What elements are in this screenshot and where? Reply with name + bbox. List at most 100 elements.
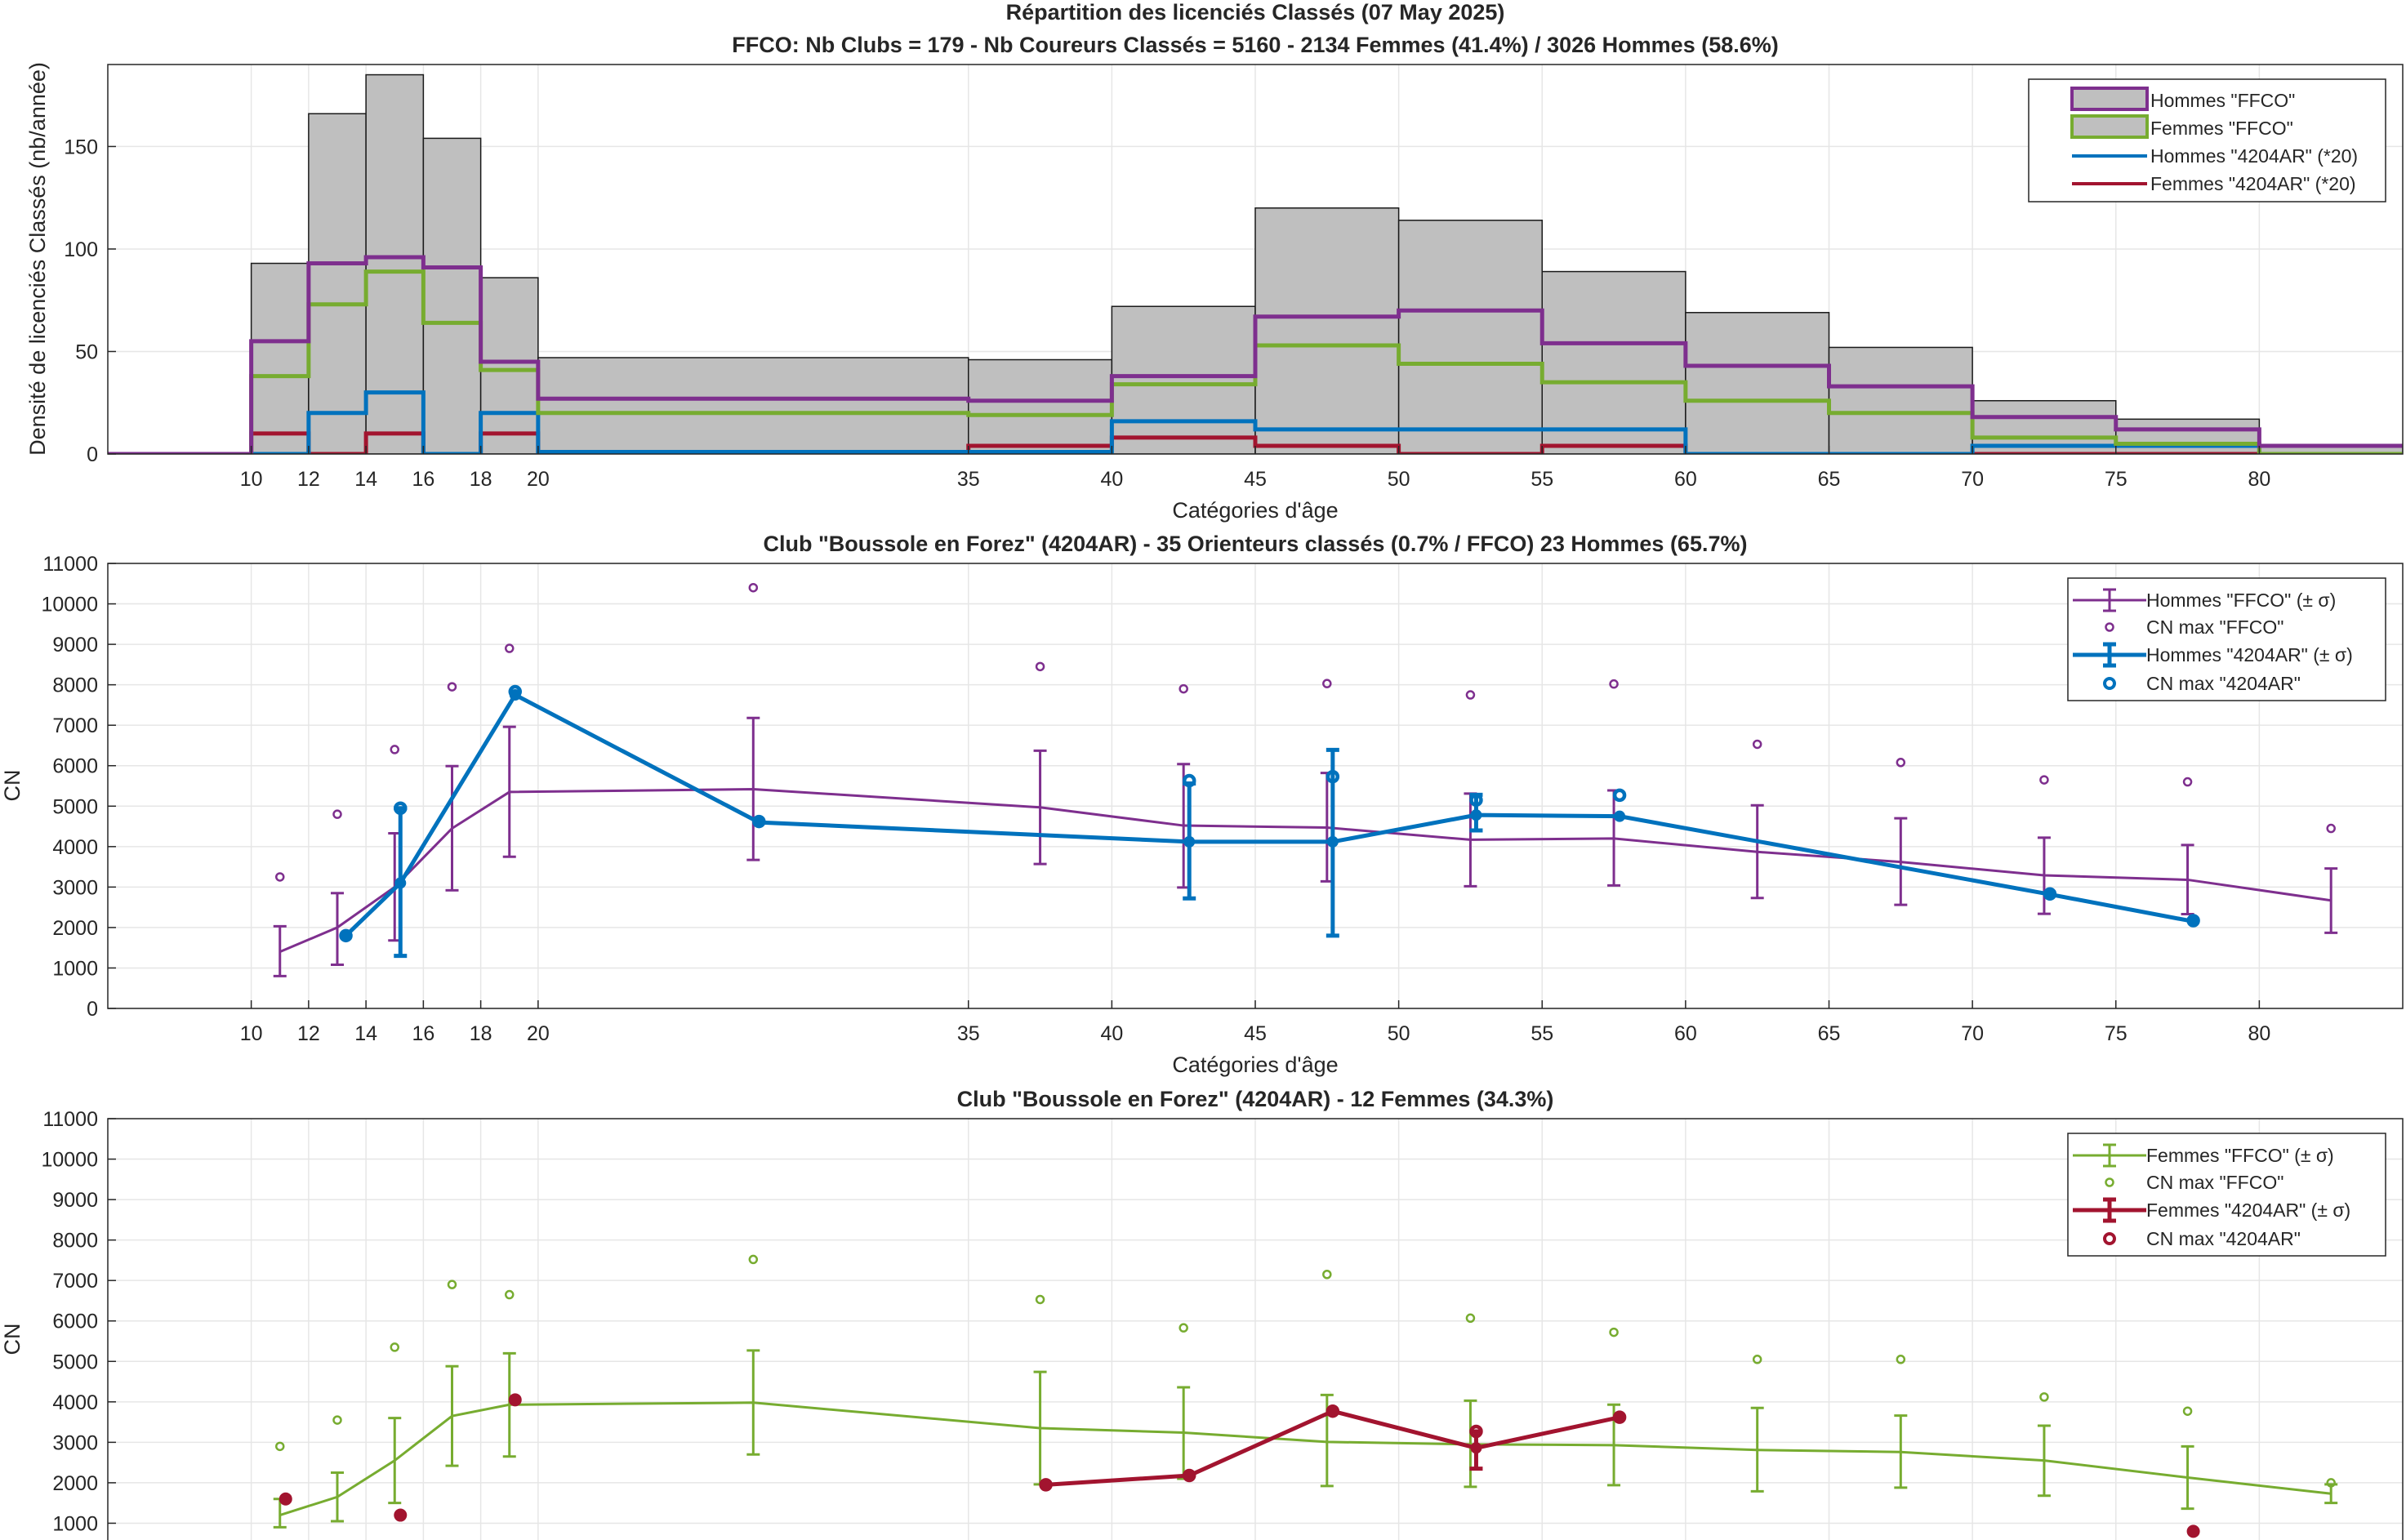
- y-tick-label: 5000: [52, 795, 98, 818]
- x-tick-label: 35: [957, 468, 980, 491]
- legend-marker-men-ffco-max: [2105, 622, 2114, 632]
- x-tick-label: 65: [1818, 468, 1841, 491]
- legend-label-hommes-club: Hommes "4204AR" (*20): [2150, 145, 2358, 167]
- y-tick-label: 2000: [52, 1472, 98, 1495]
- women-panel-title: Club "Boussole en Forez" (4204AR) - 12 F…: [957, 1087, 1554, 1111]
- x-tick-label: 10: [240, 468, 263, 491]
- women-ylabel: CN: [0, 1324, 25, 1355]
- histogram-bar: [365, 73, 425, 454]
- y-tick-label: 100: [64, 238, 98, 261]
- men-club-point: [509, 689, 521, 701]
- women-ffco-cn-max-marker: [1609, 1327, 1619, 1337]
- women-club-outlier: [2186, 1524, 2200, 1538]
- women-club-point: [1326, 1405, 1339, 1418]
- histogram-bar: [968, 358, 1113, 454]
- legend-label-men-club: Hommes "4204AR" (± σ): [2146, 644, 2353, 665]
- y-tick-label: 50: [75, 340, 98, 363]
- men-club-point: [1183, 835, 1196, 848]
- men-club-cn-max-marker: [1326, 769, 1340, 784]
- women-ffco-cn-max-marker: [275, 1441, 285, 1452]
- legend-label-men-ffco: Hommes "FFCO" (± σ): [2146, 590, 2336, 611]
- histogram-bar: [1541, 270, 1686, 454]
- men-legend-box: [2067, 577, 2386, 701]
- histogram-bar: [422, 137, 482, 454]
- y-tick-label: 2000: [52, 917, 98, 940]
- x-tick-label: 20: [527, 468, 550, 491]
- x-tick-label: 45: [1244, 1022, 1267, 1045]
- men-club-point: [2043, 888, 2056, 901]
- women-ffco-cn-max-marker: [390, 1342, 399, 1352]
- men-ffco-cn-max-marker: [1178, 683, 1188, 694]
- histogram-bar: [1111, 305, 1256, 454]
- histogram-bar: [2115, 418, 2261, 454]
- women-cn-panel: Club "Boussole en Forez" (4204AR) - 12 F…: [0, 1087, 2404, 1540]
- legend-label-femmes-club: Femmes "4204AR" (*20): [2150, 173, 2356, 194]
- histogram-bar: [308, 113, 367, 454]
- histogram-bar: [1397, 220, 1543, 454]
- men-club-cn-max-marker: [1469, 793, 1483, 808]
- y-tick-label: 4000: [52, 836, 98, 859]
- men-club-point: [2187, 915, 2199, 928]
- women-ffco-cn-max-marker: [1752, 1355, 1762, 1364]
- women-data: [273, 1254, 2338, 1538]
- women-tick-labels: 1000 2000 3000 4000 5000 6000 7000 8000 9000 1000…: [41, 1108, 116, 1535]
- women-legend: Femmes "FFCO" (± σ) CN max "FFCO" Femmes…: [2067, 1133, 2386, 1257]
- women-ffco-cn-max-marker: [2182, 1406, 2193, 1416]
- histogram-tick-labels: 10 12 14 16 18 20 35 40 45 50 55 60 65 70 75 80 0 50 100 15…: [64, 136, 2270, 491]
- men-tick-labels: 10 12 14 16 18 20 35 40 45 50 55 60 65 70 75 80 0 1000 200…: [41, 553, 2270, 1045]
- x-tick-label: 12: [297, 1022, 320, 1045]
- women-ffco-mean-line: [279, 1401, 2332, 1516]
- legend-label-women-ffco: Femmes "FFCO" (± σ): [2146, 1145, 2334, 1166]
- x-tick-label: 16: [412, 468, 434, 491]
- men-panel-title: Club "Boussole en Forez" (4204AR) - 35 O…: [764, 532, 1748, 556]
- y-tick-label: 6000: [52, 755, 98, 778]
- x-tick-label: 60: [1674, 1022, 1697, 1045]
- men-ffco-cn-max-marker: [447, 682, 457, 692]
- men-club-point: [1614, 810, 1626, 822]
- y-tick-label: 3000: [52, 876, 98, 899]
- y-tick-label: 11000: [42, 553, 98, 576]
- men-ffco-cn-max-marker: [2326, 823, 2336, 834]
- histogram-bar: [1685, 312, 1830, 454]
- histogram-bar: [1254, 207, 1400, 454]
- men-club-point: [394, 877, 407, 889]
- x-tick-label: 12: [297, 468, 320, 491]
- x-tick-label: 55: [1530, 1022, 1553, 1045]
- legend-label-femmes-ffco: Femmes "FFCO": [2150, 118, 2293, 139]
- histogram-bar: [479, 277, 539, 454]
- x-tick-label: 80: [2248, 468, 2270, 491]
- histogram-legend: Hommes "FFCO" Femmes "FFCO" Hommes "4204…: [2028, 78, 2386, 203]
- x-tick-label: 45: [1244, 468, 1267, 491]
- men-club-cn-max-marker: [1612, 788, 1627, 803]
- men-ylabel: CN: [0, 770, 25, 802]
- men-xlabel: Catégories d'âge: [1172, 1053, 1338, 1077]
- men-ffco-cn-max-marker: [390, 745, 399, 754]
- men-cn-panel: Club "Boussole en Forez" (4204AR) - 35 O…: [0, 532, 2404, 1077]
- x-tick-label: 40: [1100, 1022, 1123, 1045]
- step-line-hommes-ffco: [108, 255, 2403, 454]
- y-tick-label: 8000: [52, 674, 98, 697]
- x-tick-label: 18: [470, 468, 492, 491]
- x-tick-label: 70: [1961, 1022, 1984, 1045]
- y-tick-label: 7000: [52, 714, 98, 737]
- x-tick-label: 60: [1674, 468, 1697, 491]
- men-data: [273, 582, 2338, 977]
- x-tick-label: 14: [354, 468, 377, 491]
- legend-marker-men-club-max: [2103, 677, 2116, 690]
- women-ffco-cn-max-marker: [1322, 1270, 1332, 1280]
- men-ffco-cn-max-marker: [748, 582, 759, 593]
- y-tick-label: 3000: [52, 1431, 98, 1454]
- women-ffco-cn-max-marker: [1465, 1313, 1476, 1324]
- women-club-outlier: [394, 1508, 408, 1522]
- women-ffco-cn-max-marker: [1896, 1355, 1906, 1364]
- legend-label-women-club-max: CN max "4204AR": [2146, 1228, 2301, 1249]
- men-ffco-cn-max-marker: [1896, 758, 1906, 768]
- y-tick-label: 9000: [52, 1189, 98, 1212]
- legend-swatch-hommes-ffco: [2070, 87, 2149, 111]
- x-tick-label: 50: [1388, 468, 1410, 491]
- x-tick-label: 80: [2248, 1022, 2270, 1045]
- histogram-xlabel: Catégories d'âge: [1172, 498, 1338, 523]
- x-tick-label: 75: [2105, 1022, 2128, 1045]
- legend-label-men-ffco-max: CN max "FFCO": [2146, 616, 2283, 638]
- women-legend-box: [2067, 1133, 2386, 1257]
